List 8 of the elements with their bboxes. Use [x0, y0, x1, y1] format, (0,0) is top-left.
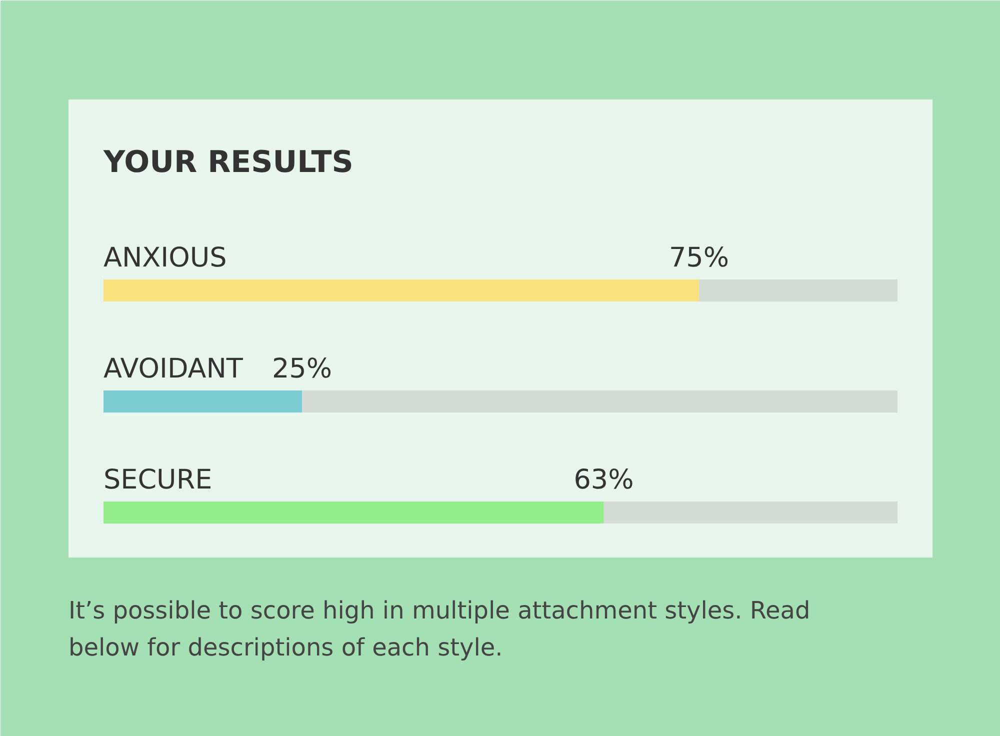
data-label: 63%	[574, 464, 634, 496]
chart-title: YOUR RESULTS	[102, 145, 354, 180]
y-tick-label: AVOIDANT	[104, 354, 244, 384]
data-label: 25%	[272, 354, 332, 384]
data-label: 75%	[668, 242, 730, 274]
text: It’s possible to score high in multiple attachment styles. Read below for descriptions of each style.	[68, 596, 810, 662]
y-tick-label: ANXIOUS	[104, 242, 227, 274]
y-tick-label: SECURE	[104, 464, 212, 496]
